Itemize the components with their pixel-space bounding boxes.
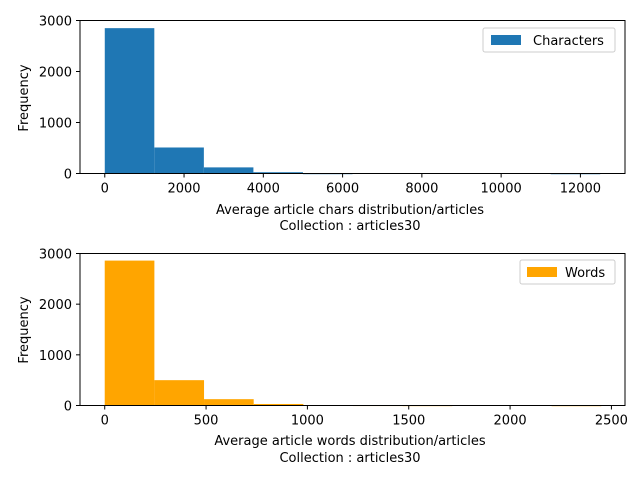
words-histogram-chart: 0 500 1000 1500 2000 2500 0 1000 2000 3000 Frequ… xyxy=(17,248,628,467)
chars-y-axis-label: Frequency xyxy=(17,64,32,131)
chars-bar-0 xyxy=(104,28,155,174)
chars-x-tick-label-1: 2000 xyxy=(167,182,200,197)
chars-legend-box xyxy=(482,27,616,53)
words-x-tick-label-1: 500 xyxy=(194,414,219,429)
chars-x-tick-label-2: 4000 xyxy=(247,182,280,197)
chars-x-tick-label-6: 12000 xyxy=(560,182,601,197)
chars-y-tick-label-1: 1000 xyxy=(39,117,72,132)
chars-plot-frame xyxy=(79,20,626,174)
chars-y-tick-label-3: 3000 xyxy=(39,15,72,30)
chars-legend: Characters xyxy=(482,27,616,53)
words-x-axis-label: Average article words distribution/artic… xyxy=(214,434,486,449)
chars-collection-label: Collection : articles30 xyxy=(279,219,420,234)
chars-bar-1 xyxy=(154,147,204,174)
chars-legend-label: Characters xyxy=(533,34,604,49)
words-y-tick-label-3: 3000 xyxy=(39,248,72,263)
words-y-ticks: 0 1000 2000 3000 xyxy=(39,248,80,415)
words-legend-label: Words xyxy=(565,266,605,281)
words-legend: Words xyxy=(519,259,616,285)
words-x-tick-label-2: 1000 xyxy=(291,414,324,429)
chars-bar-2 xyxy=(203,167,254,174)
words-legend-swatch xyxy=(527,267,557,277)
chars-x-tick-label-5: 10000 xyxy=(480,182,521,197)
chars-y-tick-label-2: 2000 xyxy=(39,66,72,81)
chars-bar-3 xyxy=(253,172,303,174)
words-bars xyxy=(104,260,602,407)
chars-histogram-chart: 0 2000 4000 6000 8000 10000 12000 0 1000 2000 300… xyxy=(17,15,626,234)
words-x-ticks: 0 500 1000 1500 2000 2500 xyxy=(101,405,628,429)
words-plot-frame xyxy=(79,253,626,406)
words-y-tick-label-0: 0 xyxy=(64,400,72,415)
chars-x-ticks: 0 2000 4000 6000 8000 10000 12000 xyxy=(101,173,601,197)
words-collection-label: Collection : articles30 xyxy=(279,451,420,466)
chars-x-tick-label-0: 0 xyxy=(101,182,109,197)
words-y-tick-label-2: 2000 xyxy=(39,298,72,313)
words-x-tick-label-0: 0 xyxy=(101,414,109,429)
chars-legend-swatch xyxy=(491,35,521,45)
words-y-axis-label: Frequency xyxy=(17,296,32,363)
words-x-tick-label-4: 2000 xyxy=(494,414,527,429)
words-x-tick-label-5: 2500 xyxy=(595,414,628,429)
chars-x-tick-label-4: 8000 xyxy=(405,182,438,197)
words-bar-0 xyxy=(104,260,155,406)
words-bar-1 xyxy=(154,380,205,406)
chars-bars xyxy=(104,28,601,175)
words-y-tick-label-1: 1000 xyxy=(39,349,72,364)
words-legend-box xyxy=(519,259,616,285)
words-bar-3 xyxy=(253,403,304,406)
chars-x-axis-label: Average article chars distribution/artic… xyxy=(216,203,484,218)
words-bar-2 xyxy=(204,399,254,406)
chars-y-ticks: 0 1000 2000 3000 xyxy=(39,15,80,183)
chars-x-tick-label-3: 6000 xyxy=(326,182,359,197)
words-x-tick-label-3: 1500 xyxy=(392,414,425,429)
chars-y-tick-label-0: 0 xyxy=(64,168,72,183)
